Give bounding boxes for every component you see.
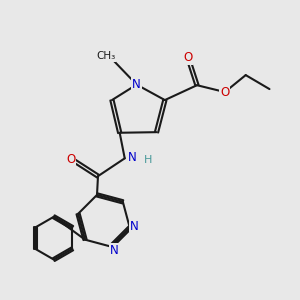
- Text: O: O: [66, 153, 75, 166]
- Text: N: N: [110, 244, 119, 256]
- Text: O: O: [183, 51, 193, 64]
- Text: CH₃: CH₃: [96, 51, 116, 61]
- Text: N: N: [130, 220, 139, 233]
- Text: O: O: [220, 85, 230, 98]
- Text: H: H: [144, 155, 153, 165]
- Text: N: N: [132, 78, 141, 91]
- Text: N: N: [128, 151, 136, 164]
